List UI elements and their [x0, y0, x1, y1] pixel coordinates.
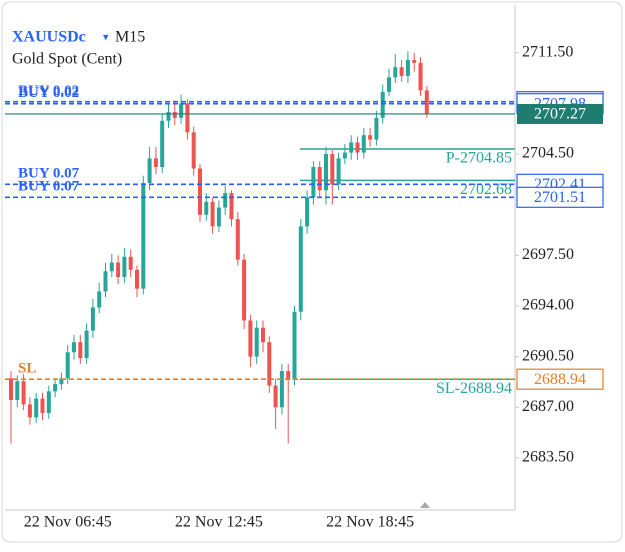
candle-body — [21, 381, 26, 405]
candle-body — [412, 59, 417, 63]
candle-body — [103, 271, 108, 292]
frame — [1, 1, 623, 543]
symbol-dropdown[interactable]: ▾ — [103, 32, 109, 44]
candle-body — [229, 193, 234, 220]
candle-body — [273, 385, 278, 408]
y-tick-label: 2683.50 — [522, 449, 574, 466]
candle-body — [405, 59, 410, 76]
candle-body — [261, 327, 265, 343]
candle-body — [128, 256, 133, 270]
candle-body — [185, 103, 190, 133]
y-tick-label: 2697.50 — [522, 246, 574, 263]
y-tick-label: 2690.50 — [522, 347, 574, 364]
candle-body — [216, 207, 221, 227]
candle-body — [368, 135, 373, 140]
order-label: BUY 0.07 — [18, 179, 80, 195]
candle-body — [97, 291, 102, 308]
candle-body — [109, 262, 114, 272]
y-tick-label: 2711.50 — [522, 43, 573, 60]
target-label: P-2704.85 — [446, 150, 512, 167]
candle-body — [135, 269, 139, 289]
candle-body — [298, 226, 303, 312]
order-price-box — [516, 186, 604, 208]
candle-body — [172, 112, 177, 118]
order-label: SL — [18, 361, 36, 377]
description: Gold Spot (Cent) — [12, 51, 122, 68]
candle-body — [399, 67, 404, 76]
candle-body — [160, 120, 165, 168]
target-label: 2702.68 — [460, 181, 512, 198]
candle-body — [311, 167, 316, 198]
y-tick-label: 2704.50 — [522, 145, 574, 162]
candle-body — [53, 384, 58, 392]
plot: 2711.50 2704.50 2697.50 2694.00 2690.50 2687.… — [5, 43, 604, 531]
candle-body — [361, 135, 366, 153]
y-tick-label: 2687.00 — [522, 398, 574, 415]
candle-body — [248, 320, 253, 357]
candle-body — [342, 152, 347, 159]
candle-body — [210, 201, 215, 227]
candle-body — [324, 154, 328, 191]
target-label: SL-2688.94 — [436, 380, 512, 397]
x-tick-label: 22 Nov 06:45 — [24, 514, 112, 531]
order-price-box — [516, 368, 604, 390]
candle-body — [204, 201, 209, 215]
candle-body — [292, 311, 297, 380]
candle-body — [349, 142, 354, 153]
candle-body — [336, 158, 341, 185]
candle-body — [116, 262, 121, 278]
candle-body — [40, 398, 45, 414]
x-tick-label: 22 Nov 12:45 — [175, 514, 263, 531]
candle-body — [166, 112, 171, 121]
candle-body — [242, 259, 247, 321]
candle-body — [198, 168, 202, 215]
candle-body — [153, 158, 158, 168]
candle-body — [147, 158, 152, 183]
candle-body — [418, 62, 423, 91]
candle-body — [305, 197, 310, 227]
last-price-box — [517, 103, 603, 124]
candle-body — [380, 91, 385, 118]
candle-body — [122, 256, 127, 278]
candle-body — [9, 378, 13, 401]
candle-body — [235, 219, 240, 260]
timeframe[interactable]: M15 — [115, 29, 145, 46]
candle-body — [78, 342, 83, 359]
candle-body — [317, 167, 322, 191]
candle-body — [279, 371, 284, 408]
symbol[interactable]: XAUUSDc — [12, 29, 86, 46]
candle-body — [330, 154, 335, 185]
order-label: BUY 0.02 — [18, 85, 79, 101]
candle-body — [179, 103, 184, 118]
candle-body — [72, 342, 76, 353]
y-tick-label: 2694.00 — [522, 297, 574, 314]
last-price-label: 2707.27 — [534, 106, 586, 123]
candle-body — [374, 117, 379, 140]
candle-body — [59, 378, 64, 385]
candle-body — [34, 398, 39, 418]
candle-body — [267, 342, 272, 386]
candle-body — [84, 330, 89, 359]
x-tick-label: 22 Nov 18:45 — [326, 514, 414, 531]
candle-body — [393, 67, 398, 78]
candle-body — [65, 352, 70, 379]
candle-body — [27, 404, 32, 418]
order-price-label: 2688.94 — [534, 371, 586, 388]
order-price-label: 2701.51 — [534, 189, 586, 206]
candle-body — [223, 193, 228, 208]
candle-body — [191, 132, 196, 169]
order-label: BUY 0.02 — [18, 83, 79, 99]
candle-body — [387, 77, 391, 92]
candle-body — [355, 142, 360, 153]
candle-body — [141, 182, 146, 289]
scroll-marker — [420, 502, 430, 508]
order-label: BUY 0.07 — [18, 166, 80, 182]
candle-body — [46, 391, 51, 414]
candle-body — [90, 307, 95, 331]
candle-body — [254, 327, 259, 357]
candle-body — [286, 371, 291, 380]
candle-body — [15, 381, 20, 401]
candle-body — [424, 90, 429, 114]
